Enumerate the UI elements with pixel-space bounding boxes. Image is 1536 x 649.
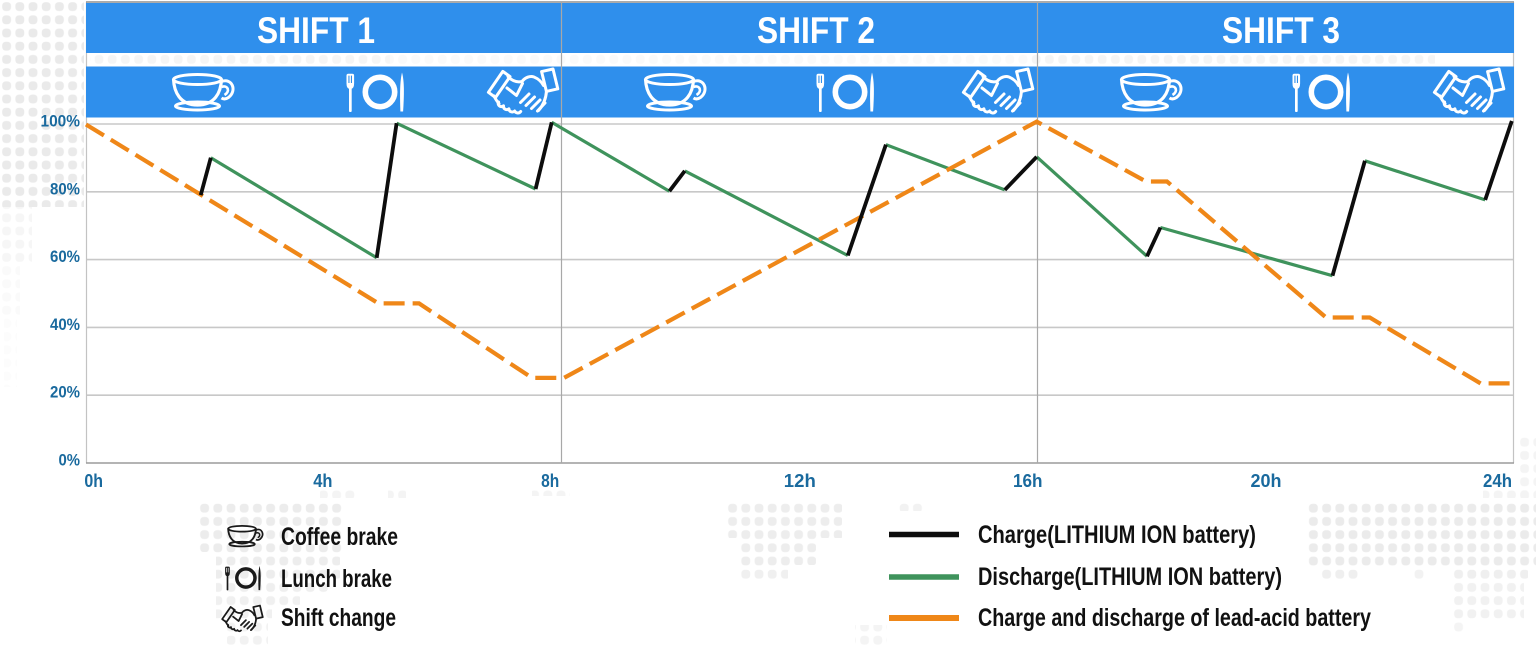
svg-text:0%: 0% [59,452,81,470]
svg-text:SHIFT 3: SHIFT 3 [1222,10,1340,51]
svg-text:16h: 16h [1013,471,1043,491]
svg-text:20h: 20h [1251,471,1282,491]
svg-text:Shift change: Shift change [281,604,396,632]
svg-text:Charge(LITHIUM ION battery): Charge(LITHIUM ION battery) [978,521,1256,549]
svg-text:Charge and discharge of lead-a: Charge and discharge of lead-acid batter… [978,604,1371,632]
svg-text:0h: 0h [84,471,103,491]
svg-text:8h: 8h [541,471,559,491]
svg-text:24h: 24h [1483,471,1512,491]
svg-text:20%: 20% [50,384,80,402]
svg-text:100%: 100% [41,113,81,131]
svg-text:60%: 60% [50,248,80,266]
svg-text:SHIFT 1: SHIFT 1 [257,10,375,51]
svg-text:Lunch brake: Lunch brake [281,565,392,593]
svg-text:80%: 80% [50,180,80,198]
svg-text:12h: 12h [784,471,816,491]
svg-text:Discharge(LITHIUM ION battery): Discharge(LITHIUM ION battery) [978,563,1282,591]
svg-text:SHIFT 2: SHIFT 2 [757,10,875,51]
svg-text:Coffee brake: Coffee brake [281,523,398,551]
svg-text:4h: 4h [313,471,332,491]
svg-text:40%: 40% [50,316,80,334]
